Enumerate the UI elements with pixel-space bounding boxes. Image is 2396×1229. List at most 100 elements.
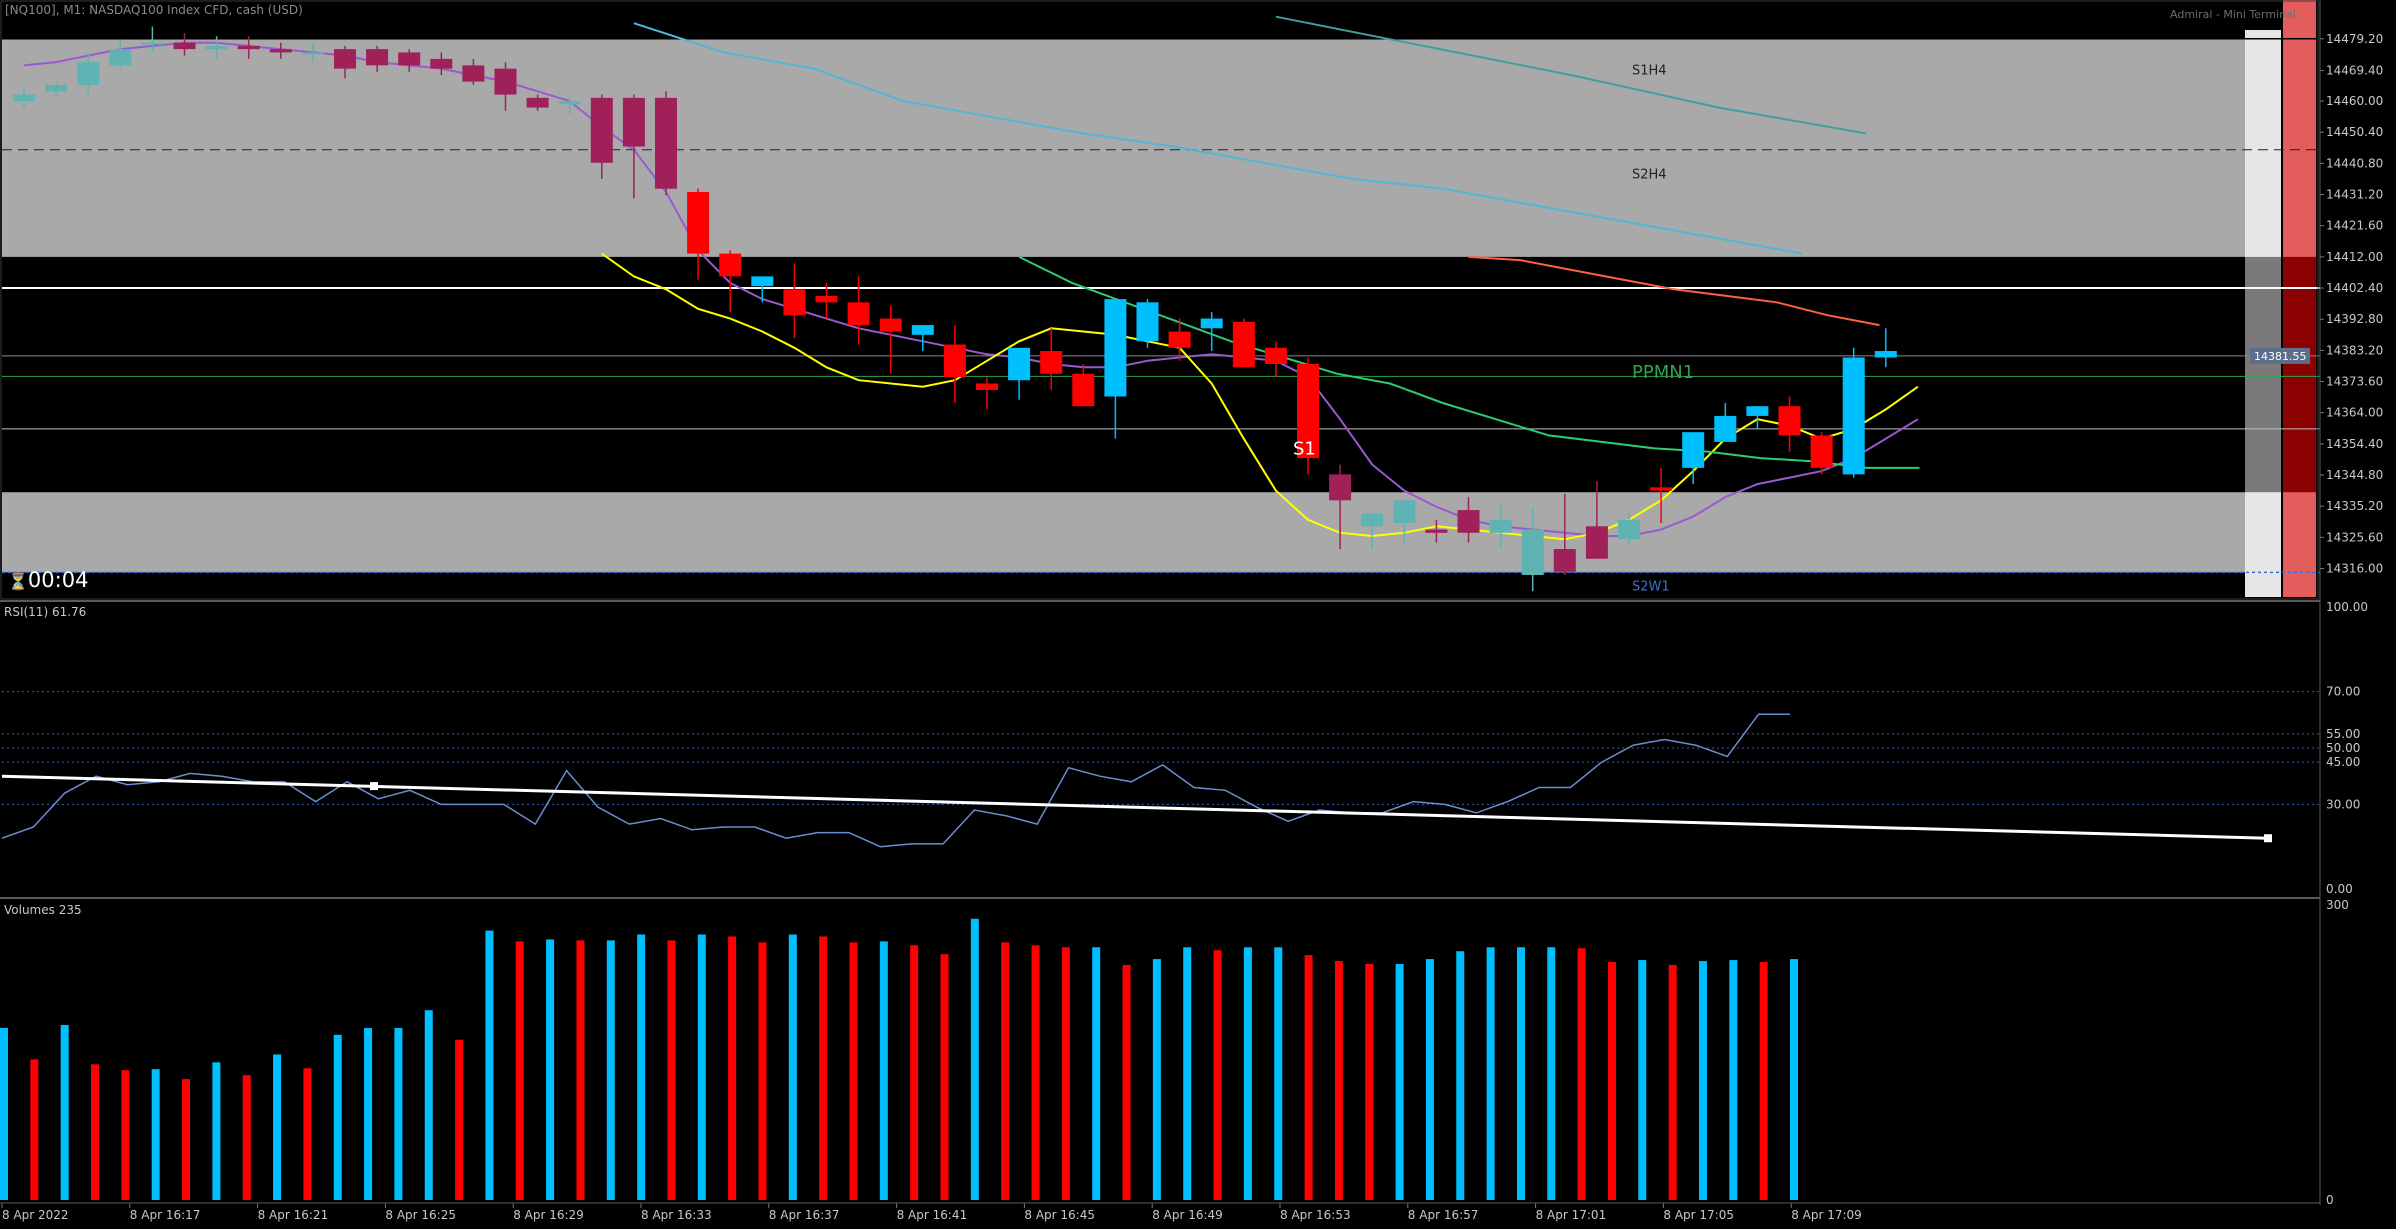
price-tick-label: 14335.20 <box>2326 499 2383 513</box>
candle <box>398 49 421 72</box>
candle-body <box>976 383 998 390</box>
time-tick-label: 8 Apr 2022 <box>2 1208 69 1222</box>
candle-body <box>1810 435 1833 468</box>
candle <box>1008 347 1031 400</box>
countdown-timer: ⏳00:04 <box>8 568 88 592</box>
candle <box>1232 318 1255 368</box>
volume-bar <box>1638 960 1647 1200</box>
volume-bar <box>849 942 858 1200</box>
candle <box>334 45 356 79</box>
ma-green-line <box>1018 256 1920 469</box>
volume-bar <box>1547 947 1556 1200</box>
time-tick-label: 8 Apr 17:05 <box>1663 1208 1734 1222</box>
trendline-handle[interactable] <box>370 782 378 791</box>
hourglass-icon: ⏳ <box>8 572 28 591</box>
candle <box>911 325 934 352</box>
chart-labels: S1H4 S2H4 PPMN1 S1 S2W1 <box>1293 64 1694 595</box>
trendline-handle[interactable] <box>2264 834 2272 843</box>
candle <box>1457 497 1480 543</box>
volume-bar <box>1274 947 1283 1200</box>
candle <box>269 42 292 59</box>
volume-bar <box>242 1075 251 1200</box>
volume-bar <box>1395 964 1404 1200</box>
price-tick-label: 14344.80 <box>2326 468 2383 482</box>
volume-bar <box>151 1069 160 1200</box>
candle-body <box>1521 529 1544 575</box>
label-ppmn1: PPMN1 <box>1632 362 1694 383</box>
volume-bar <box>273 1054 282 1200</box>
candle <box>783 263 806 339</box>
volume-bar <box>424 1010 433 1200</box>
rsi-tick-label: 55.00 <box>2326 727 2360 741</box>
rsi-tick-label: 70.00 <box>2326 685 2360 699</box>
candle <box>815 282 838 319</box>
price-tick-label: 14469.40 <box>2326 64 2383 78</box>
candle-body <box>1072 373 1095 407</box>
candle <box>1393 500 1416 543</box>
volume-bar <box>333 1034 342 1200</box>
price-tick-label: 14316.00 <box>2326 561 2383 575</box>
candle-body <box>687 191 710 254</box>
price-tick-label: 14421.60 <box>2326 219 2383 233</box>
volume-bar <box>212 1062 221 1200</box>
candle <box>1874 328 1897 368</box>
candle-body <box>911 325 934 335</box>
candle-body <box>1842 357 1865 475</box>
price-tick-label: 14431.20 <box>2326 188 2383 202</box>
candle <box>1072 364 1095 407</box>
candle <box>590 94 613 179</box>
candle <box>1810 432 1833 475</box>
rsi-tick-label: 100.00 <box>2326 600 2368 614</box>
price-tick-label: 14392.80 <box>2326 312 2383 326</box>
candle <box>558 94 581 115</box>
volume-bar <box>576 940 585 1200</box>
volume-bar <box>1304 955 1313 1200</box>
rsi-tick-label: 50.00 <box>2326 741 2360 755</box>
candle-body <box>1329 474 1352 501</box>
volume-bar <box>1516 947 1525 1200</box>
candle-body <box>45 84 68 92</box>
candle-body <box>1104 299 1127 397</box>
volume-bar <box>1001 942 1010 1200</box>
volume-bar <box>667 940 676 1200</box>
rsi-tick-label: 0.00 <box>2326 882 2353 896</box>
candle <box>1136 299 1159 348</box>
volume-bar <box>1092 947 1101 1200</box>
candle-body <box>1778 406 1801 436</box>
candle <box>622 94 645 199</box>
label-s1h4: S1H4 <box>1632 64 1667 79</box>
volume-bar <box>788 934 797 1200</box>
candle-body <box>558 101 581 105</box>
rsi-tick-label: 30.00 <box>2326 797 2360 811</box>
volume-bar <box>1425 959 1434 1200</box>
volume-bar <box>515 941 524 1200</box>
candle-body <box>301 52 324 55</box>
volume-bar <box>1243 947 1252 1200</box>
volume-bar <box>1213 950 1222 1200</box>
volume-tick-label: 300 <box>2326 898 2349 912</box>
price-tick-label: 14450.40 <box>2326 125 2383 139</box>
time-tick-label: 8 Apr 16:33 <box>641 1208 712 1222</box>
price-tick-label: 14383.20 <box>2326 343 2383 357</box>
candle <box>1200 312 1223 352</box>
time-tick-label: 8 Apr 16:37 <box>769 1208 840 1222</box>
candle-body <box>751 276 774 287</box>
volume-bar <box>121 1070 130 1200</box>
candle <box>301 42 324 63</box>
ma-orange-line <box>1468 255 1880 327</box>
time-tick-label: 8 Apr 17:01 <box>1536 1208 1607 1222</box>
volume-bar <box>728 936 737 1200</box>
time-tick-label: 8 Apr 16:41 <box>897 1208 968 1222</box>
volume-bar <box>1577 948 1586 1200</box>
candle-body <box>590 97 613 163</box>
support-resistance-zones <box>2 38 2245 573</box>
candle-body <box>237 45 260 50</box>
label-s2h4: S2H4 <box>1632 167 1667 182</box>
candle-body <box>430 58 453 69</box>
candle <box>462 58 485 85</box>
candle <box>45 81 68 98</box>
horizontal-levels <box>2 38 2320 574</box>
